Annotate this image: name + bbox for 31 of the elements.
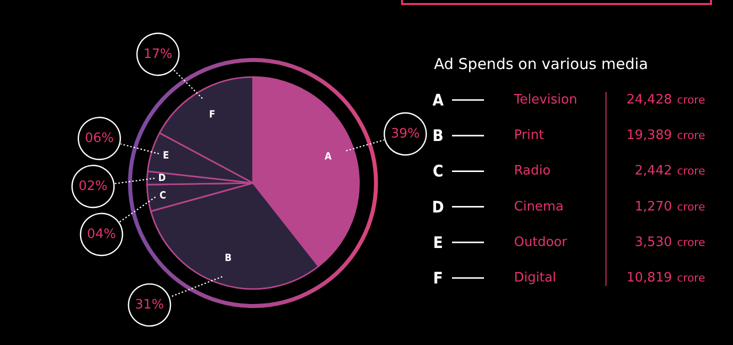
text: Cinema — [514, 199, 564, 214]
category-label: D — [432, 197, 444, 216]
slice-label: D — [158, 173, 166, 184]
data-label: 06% — [84, 130, 114, 146]
text: 24,428 crore — [626, 92, 706, 108]
text: Print — [514, 128, 544, 144]
data-label: 31% — [135, 298, 164, 312]
data-label: 39% — [390, 126, 420, 142]
data-label: 04% — [87, 226, 116, 242]
text: Radio — [514, 164, 551, 179]
data-label: 17% — [143, 46, 172, 62]
category-label: B — [432, 126, 444, 146]
text: 1,270 crore — [634, 199, 706, 214]
legend-title: Ad Spends on various media — [434, 55, 648, 73]
slice-label: E — [162, 150, 170, 162]
text: Digital — [514, 270, 556, 286]
data-label: 02% — [78, 178, 108, 194]
category-label: F — [433, 268, 443, 288]
text: 2,442 crore — [634, 164, 706, 179]
text: 10,819 crore — [626, 270, 706, 286]
text: Television — [513, 92, 578, 108]
slice-label: A — [324, 152, 332, 162]
slice-label: C — [159, 190, 166, 202]
text: 3,530 crore — [634, 234, 706, 250]
text: 19,389 crore — [626, 128, 706, 144]
slice-label: A — [432, 90, 444, 110]
slice-label: B — [224, 253, 232, 264]
text: Outdoor — [514, 234, 568, 250]
category-label: C — [432, 162, 444, 181]
category-label: E — [433, 232, 443, 252]
slice-label: F — [209, 109, 216, 120]
